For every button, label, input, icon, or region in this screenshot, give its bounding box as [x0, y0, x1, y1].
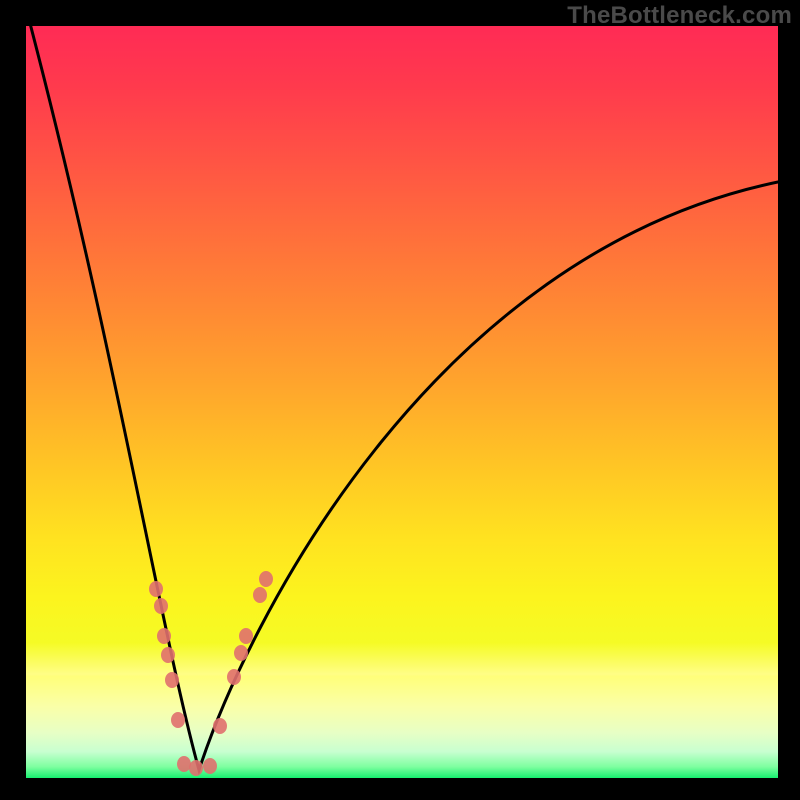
data-marker [149, 581, 163, 597]
data-marker [203, 758, 217, 774]
data-marker [253, 587, 267, 603]
data-marker [189, 760, 203, 776]
data-marker [165, 672, 179, 688]
data-marker [157, 628, 171, 644]
bottleneck-chart [0, 0, 800, 800]
data-marker [239, 628, 253, 644]
data-marker [161, 647, 175, 663]
watermark-text: TheBottleneck.com [567, 2, 792, 30]
data-marker [171, 712, 185, 728]
data-marker [234, 645, 248, 661]
data-marker [213, 718, 227, 734]
data-marker [227, 669, 241, 685]
gradient-background [26, 26, 778, 778]
data-marker [259, 571, 273, 587]
data-marker [177, 756, 191, 772]
chart-svg [0, 0, 800, 800]
data-marker [154, 598, 168, 614]
